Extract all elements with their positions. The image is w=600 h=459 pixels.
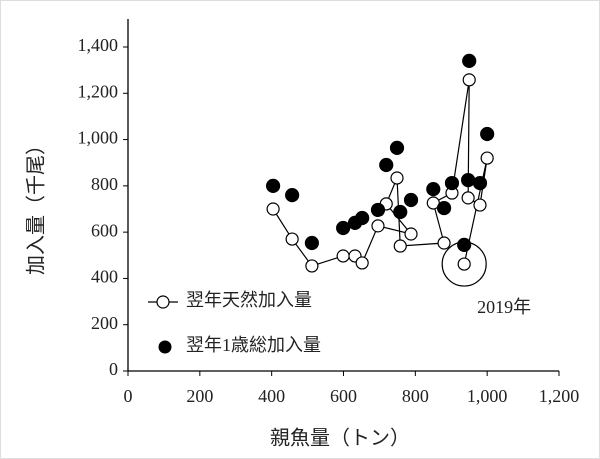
point xyxy=(462,73,476,87)
point xyxy=(393,204,408,220)
point xyxy=(473,198,487,212)
annotation-circle xyxy=(441,241,487,287)
y-tick-label: 600 xyxy=(91,220,118,240)
x-tick-label: 0 xyxy=(124,386,133,406)
x-tick-label: 400 xyxy=(258,386,285,406)
legend-label: 翌年1歳総加入量 xyxy=(186,335,321,355)
point xyxy=(436,200,452,216)
point xyxy=(304,235,319,251)
point xyxy=(390,171,404,185)
y-tick-label: 200 xyxy=(91,313,118,333)
y-axis-label: 加入量（千尾） xyxy=(25,135,48,275)
point xyxy=(444,175,460,191)
x-tick-label: 1,000 xyxy=(467,386,508,406)
y-tick-label: 0 xyxy=(109,359,118,379)
legend-symbol xyxy=(158,340,172,354)
y-tick-label: 1,400 xyxy=(78,35,119,55)
y-tick-label: 1,200 xyxy=(78,81,119,101)
legend-symbol xyxy=(156,295,170,309)
point xyxy=(355,210,370,226)
x-axis-label: 親魚量（トン） xyxy=(270,427,410,450)
point xyxy=(393,239,407,253)
point xyxy=(285,232,299,246)
point xyxy=(370,202,386,218)
point xyxy=(371,219,385,233)
point xyxy=(472,175,488,191)
point xyxy=(426,181,441,197)
point xyxy=(285,188,300,203)
point xyxy=(461,172,476,188)
x-tick-label: 200 xyxy=(186,386,213,406)
point xyxy=(461,191,475,205)
point xyxy=(480,151,494,165)
y-tick-label: 400 xyxy=(91,267,118,287)
point xyxy=(266,178,281,193)
point xyxy=(336,220,351,236)
x-tick-label: 800 xyxy=(402,386,429,406)
point xyxy=(457,257,471,271)
point xyxy=(437,236,451,250)
point xyxy=(389,140,405,156)
series-line xyxy=(272,79,488,267)
point xyxy=(462,53,477,68)
point xyxy=(266,202,280,216)
point xyxy=(403,192,419,208)
x-tick-label: 600 xyxy=(330,386,357,406)
point xyxy=(480,126,495,142)
point xyxy=(305,259,319,273)
y-tick-label: 1,000 xyxy=(78,128,119,148)
legend-label: 翌年天然加入量 xyxy=(186,290,312,310)
point xyxy=(457,237,472,252)
point xyxy=(404,227,418,241)
point xyxy=(355,256,369,270)
y-tick-label: 800 xyxy=(91,174,118,194)
point xyxy=(336,249,350,263)
annotation: 2019年 xyxy=(477,297,531,317)
x-tick-label: 1,200 xyxy=(539,386,580,406)
point xyxy=(379,157,394,173)
